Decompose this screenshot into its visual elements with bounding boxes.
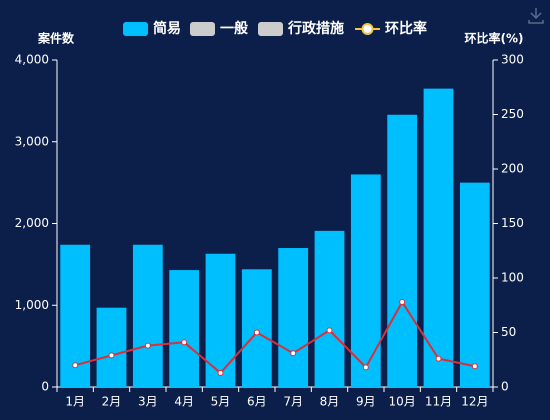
bar	[205, 253, 236, 387]
line-point	[72, 362, 79, 369]
download-icon[interactable]	[528, 8, 544, 24]
y2-tick-label: 50	[501, 325, 516, 339]
x-tick-label: 3月	[138, 395, 158, 409]
bar	[423, 88, 454, 388]
y2-tick-label: 200	[501, 162, 524, 176]
y-tick-label: 4,000	[15, 53, 49, 67]
x-tick-label: 4月	[174, 395, 194, 409]
x-tick-label: 5月	[211, 395, 231, 409]
line-point	[217, 369, 224, 376]
line-point	[399, 298, 406, 305]
line	[74, 300, 476, 375]
line-point	[290, 350, 297, 357]
x-tick-label: 6月	[247, 395, 267, 409]
y2-tick-label: 100	[501, 271, 524, 285]
line-point	[144, 342, 151, 349]
bar	[350, 174, 381, 387]
bar	[96, 307, 127, 387]
y2-tick-label: 150	[501, 216, 524, 230]
bar	[241, 269, 272, 387]
legend-label: 简易	[153, 20, 181, 37]
y-tick-label: 1,000	[15, 298, 49, 312]
legend-swatch	[123, 22, 148, 36]
line-point	[362, 364, 369, 371]
x-tick-label: 12月	[461, 395, 488, 409]
y2-tick-label: 250	[501, 107, 524, 121]
line-point	[253, 329, 260, 336]
line-point	[181, 339, 188, 346]
y-axis-label: 案件数	[37, 31, 75, 46]
bar	[132, 244, 163, 387]
bar	[314, 230, 345, 387]
y2-tick-label: 0	[501, 380, 509, 394]
x-tick-label: 1月	[65, 395, 85, 409]
y-tick-label: 0	[41, 380, 49, 394]
legend-label: 环比率	[385, 20, 427, 37]
line-point	[435, 355, 442, 362]
line-point	[108, 352, 115, 359]
y2-tick-label: 300	[501, 53, 524, 67]
bar	[169, 270, 200, 387]
x-tick-label: 11月	[425, 395, 452, 409]
line-point	[326, 327, 333, 334]
line-point	[471, 363, 478, 370]
y-tick-label: 3,000	[15, 134, 49, 148]
x-tick-label: 9月	[356, 395, 376, 409]
legend-label: 行政措施	[287, 20, 344, 37]
x-tick-label: 2月	[102, 395, 122, 409]
bar	[387, 114, 418, 388]
y2-axis-label: 环比率(%)	[465, 31, 524, 46]
download-glyph[interactable]	[528, 8, 544, 24]
legend-marker	[361, 23, 374, 35]
y-tick-label: 2,000	[15, 216, 49, 230]
bar	[459, 182, 490, 387]
x-tick-label: 7月	[283, 395, 303, 409]
bar	[278, 248, 309, 387]
legend-swatch	[258, 22, 283, 36]
legend-swatch	[190, 22, 215, 36]
x-tick-label: 8月	[320, 395, 340, 409]
legend-label: 一般	[220, 20, 248, 37]
x-tick-label: 10月	[389, 395, 416, 409]
